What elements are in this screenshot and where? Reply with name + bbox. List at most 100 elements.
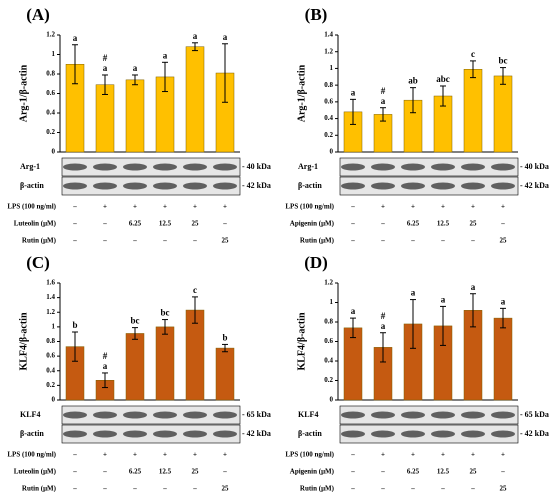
significance-letter: bc [131,316,140,326]
treatment-cell: 6.25 [129,468,142,476]
treatment-cell: + [471,203,475,211]
treatment-cell: – [380,468,385,476]
treatment-cell: + [223,203,227,211]
significance-letter: a [501,296,506,306]
y-tick-label: 0.4 [324,357,333,365]
y-axis-label: Arg-1/β-actin [296,64,307,122]
blot-band [93,430,117,438]
significance-letter: a [381,321,386,331]
treatment-cell: – [102,468,107,476]
treatment-cell: – [222,468,227,476]
y-tick-label: 0.6 [324,97,333,105]
blot-image [61,405,241,425]
treatment-cell: – [440,485,445,492]
treatment-cell: – [192,485,197,492]
blot-image [61,157,241,177]
significance-letter: b [72,320,77,330]
panel-title: (B) [305,5,328,24]
treatment-cell: + [193,451,197,459]
significance-letter: a [441,294,446,304]
panel: (D)KLF4/β-actin00.20.40.60.811.2aa#aaaaK… [285,253,549,492]
significance-letter: bc [499,56,508,66]
treatment-cell: + [223,451,227,459]
significance-marker: # [103,351,108,361]
treatment-label: Rutin (μM) [22,485,57,492]
treatment-cell: – [380,220,385,228]
blot-band [153,430,177,438]
treatment-cell: + [441,203,445,211]
blot-band [431,163,455,171]
significance-letter: b [222,332,227,342]
treatment-label: Rutin (μM) [300,237,335,245]
blot-band [371,430,395,438]
blot-band [341,163,365,171]
treatment-cell: 12.5 [159,220,172,228]
blot-band [401,411,425,419]
bar [493,317,513,401]
blot-band [491,182,515,190]
bar [155,326,175,401]
y-tick-label: 0.2 [46,128,55,136]
significance-letter: a [103,361,108,371]
blot-image [339,157,519,177]
treatment-cell: 12.5 [437,220,450,228]
treatment-cell: – [350,451,355,459]
blot-band [63,411,87,419]
y-tick-label: 0.2 [46,381,55,389]
treatment-cell: – [162,237,167,245]
treatment-cell: 25 [192,220,200,228]
treatment-cell: + [441,451,445,459]
blot-size: - 42 kDa [520,181,549,190]
treatment-cell: 25 [470,220,478,228]
y-tick-label: 0 [330,396,334,404]
blot-size: - 65 kDa [520,410,549,419]
blot-band [461,411,485,419]
treatment-cell: – [72,220,77,228]
treatment-cell: + [133,203,137,211]
treatment-label: LPS (100 ng/ml) [7,203,56,211]
bar [125,79,145,153]
treatment-cell: + [501,451,505,459]
treatment-label: LPS (100 ng/ml) [285,203,334,211]
significance-letter: abc [436,74,450,84]
treatment-cell: 6.25 [129,220,142,228]
blot-band [93,411,117,419]
blot-image [61,424,241,444]
y-tick-label: 0.4 [324,114,333,122]
treatment-cell: – [350,220,355,228]
y-axis-label: Arg-1/β-actin [18,64,29,122]
y-tick-label: 1.6 [46,279,55,287]
bar [185,46,205,153]
y-tick-label: 0.2 [324,131,333,139]
treatment-cell: – [470,485,475,492]
blot-label: β-actin [20,181,44,190]
significance-letter: a [103,63,108,73]
treatment-cell: + [381,203,385,211]
y-tick-label: 0 [52,396,56,404]
treatment-cell: – [102,485,107,492]
significance-letter: a [471,282,476,292]
y-tick-label: 0.8 [46,70,55,78]
blot-band [63,163,87,171]
treatment-cell: + [471,451,475,459]
y-tick-label: 1.2 [324,279,333,287]
treatment-label: Rutin (μM) [22,237,57,245]
panel: (C) KLF4/β-actin 0 0.2 0.4 0.6 0.8 1 1.2 1.4 1.6 b a… [7,253,271,492]
treatment-label: Luteolin (μM) [14,468,57,476]
blot-band [213,163,237,171]
blot-band [371,411,395,419]
blot-band [93,182,117,190]
treatment-cell: + [193,203,197,211]
treatment-cell: 12.5 [159,468,172,476]
treatment-cell: – [350,468,355,476]
treatment-cell: + [163,203,167,211]
treatment-cell: 25 [222,485,230,492]
blot-band [183,163,207,171]
blot-band [491,163,515,171]
blot-label: Arg-1 [20,162,40,171]
blot-label: β-actin [20,429,44,438]
y-tick-label: 0.4 [46,109,55,117]
treatment-cell: – [72,468,77,476]
